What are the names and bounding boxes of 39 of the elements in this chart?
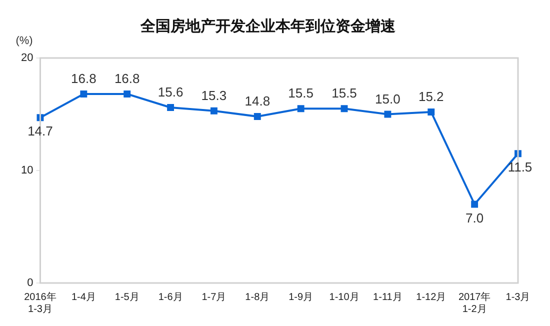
- data-label: 14.7: [28, 124, 53, 139]
- x-tick-label: 1-10月: [329, 292, 360, 303]
- y-tick-label: 10: [20, 164, 34, 177]
- point: [297, 105, 304, 112]
- data-label: 7.0: [466, 210, 484, 226]
- x-tick-label: 2017年 1-2月: [458, 290, 491, 315]
- x-tick-label: 2016年 1-3月: [24, 290, 56, 315]
- point: [428, 108, 435, 116]
- data-label: 11.5: [508, 160, 532, 175]
- x-tick-label: 1-11月: [373, 292, 402, 303]
- x-tick-label: 1-8月: [245, 292, 270, 303]
- data-label: 15.0: [375, 91, 400, 106]
- data-label: 14.8: [244, 94, 270, 109]
- data-label: 16.8: [71, 71, 96, 86]
- x-tick-label: 1-3月: [506, 292, 530, 303]
- data-label: 15.6: [158, 84, 184, 100]
- chart-title: 全国房地产开发企业本年到位资金增速: [140, 17, 396, 36]
- y-tick-label: 20: [20, 52, 34, 64]
- x-tick-label: 1-12月: [416, 292, 446, 303]
- data-label: 16.8: [114, 71, 140, 86]
- point: [80, 90, 88, 98]
- point: [167, 104, 174, 111]
- point: [340, 105, 348, 112]
- x-tick-label: 1-6月: [158, 292, 183, 303]
- point: [471, 200, 478, 208]
- point: [124, 90, 131, 98]
- x-tick-label: 1-5月: [114, 292, 140, 303]
- point: [210, 107, 218, 114]
- point: [384, 110, 392, 118]
- y-tick-label: 0: [27, 277, 34, 290]
- x-tick-label: 1-7月: [202, 292, 226, 303]
- data-label: 15.2: [418, 89, 444, 104]
- data-label: 15.5: [288, 86, 314, 101]
- data-label: 15.3: [201, 88, 227, 103]
- x-tick-label: 1-4月: [71, 292, 96, 303]
- point: [254, 113, 261, 120]
- y-axis-title: (%): [16, 35, 33, 47]
- data-label: 15.5: [332, 86, 357, 101]
- x-tick-label: 1-9月: [288, 292, 314, 303]
